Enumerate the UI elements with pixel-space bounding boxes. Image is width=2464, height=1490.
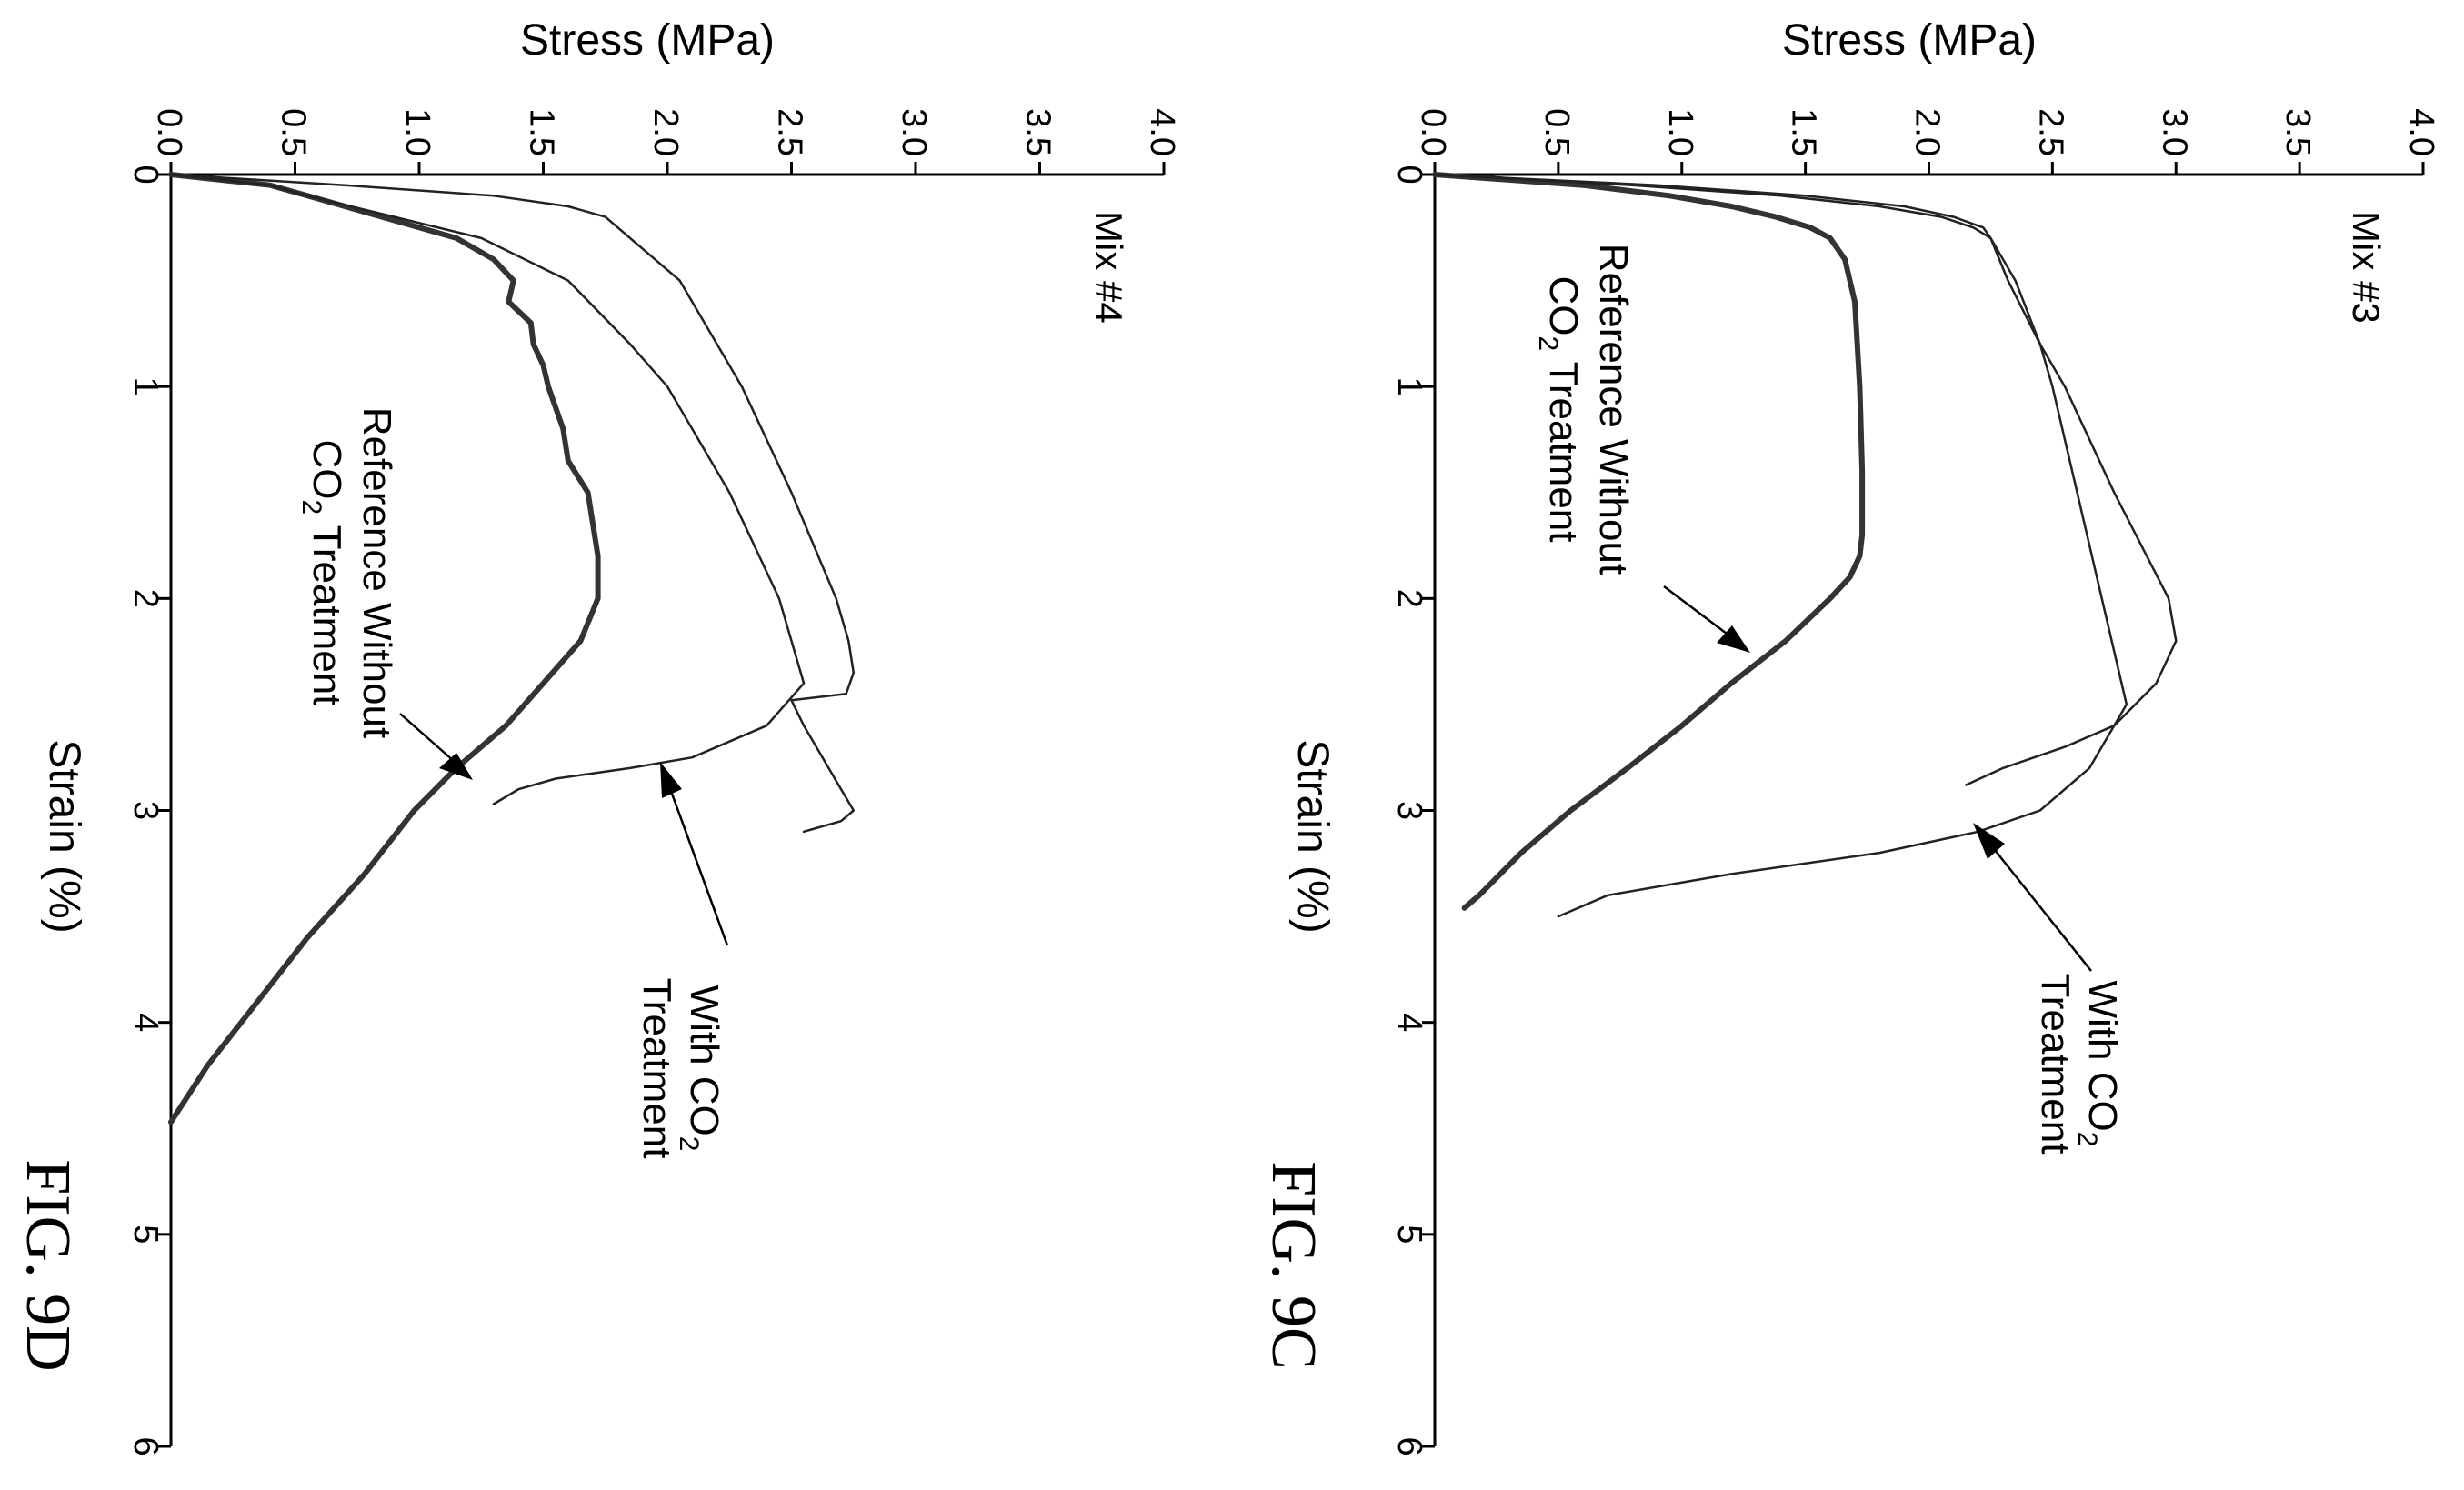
annotation-line: With CO2 <box>674 985 726 1152</box>
chart-fig-9c: Stress (MPa) 0.0 0.5 1.0 1.5 2.0 2.5 3.0 3.5 4.0… <box>1258 16 2440 1456</box>
y-tick-label: 0.0 <box>1414 108 1452 156</box>
x-tick-label: 4 <box>126 1013 165 1032</box>
annotation-line: Treatment <box>635 978 679 1159</box>
x-tick-label: 5 <box>126 1225 165 1244</box>
y-tick-labels: 0.0 0.5 1.0 1.5 2.0 2.5 3.0 3.5 4.0 <box>150 108 1181 156</box>
chart-fig-9d: Stress (MPa) 0.0 0.5 1.0 1.5 2.0 2.5 3.0 3.5 4.0… <box>13 16 1181 1456</box>
annotation-line: Treatment <box>2033 974 2078 1155</box>
y-tick-label: 4.0 <box>2402 108 2440 156</box>
series-line-reference <box>1432 172 1866 911</box>
x-tick-label: 2 <box>126 589 165 608</box>
y-tick-label: 4.0 <box>1143 108 1181 156</box>
x-tick-label: 6 <box>1390 1436 1428 1455</box>
series-line-reference <box>168 172 601 1125</box>
series-lines <box>168 172 856 1125</box>
y-axis-title: Stress (MPa) <box>1782 16 2037 65</box>
figure-caption: FIG. 9C <box>1258 1161 1328 1369</box>
x-tick-label: 4 <box>1390 1013 1428 1032</box>
y-axis-title: Stress (MPa) <box>520 16 775 65</box>
x-tick-label: 0 <box>1390 165 1428 184</box>
mix-label: Mix #4 <box>1087 211 1130 324</box>
y-tick-label: 1.0 <box>1661 108 1699 156</box>
series-line-with-co2 <box>169 173 806 805</box>
series-line-with-co2 <box>169 173 856 834</box>
x-tick-label: 5 <box>1390 1225 1428 1244</box>
annotation-line: CO2 Treatment <box>1533 275 1586 542</box>
axes <box>158 162 1166 1448</box>
x-tick-label: 6 <box>126 1436 165 1455</box>
series-line-with-co2 <box>1433 173 2178 786</box>
figure-caption: FIG. 9D <box>13 1159 83 1371</box>
x-axis-title: Strain (%) <box>1288 739 1337 933</box>
x-tick-label: 3 <box>1390 801 1428 820</box>
x-tick-label: 2 <box>1390 589 1428 608</box>
annotation-arrow-reference <box>1663 585 1750 653</box>
annotation-line: CO2 Treatment <box>296 439 349 705</box>
y-tick-label: 0.5 <box>275 108 313 156</box>
y-tick-label: 2.5 <box>771 108 809 156</box>
y-tick-label: 0.5 <box>1537 108 1576 156</box>
annotation-arrow-co2 <box>1973 823 2092 972</box>
y-tick-label: 1.5 <box>1785 108 1823 156</box>
series-lines <box>1432 172 2178 918</box>
annotation-reference: Reference Without CO2 Treatment <box>1533 244 1636 575</box>
annotation-line: Reference Without <box>355 407 399 738</box>
series-line-with-co2 <box>1433 173 2128 918</box>
annotation-line: With CO2 <box>2072 981 2125 1147</box>
annotation-arrow-co2 <box>660 762 729 946</box>
y-tick-labels: 0.0 0.5 1.0 1.5 2.0 2.5 3.0 3.5 4.0 <box>1414 108 2440 156</box>
annotation-with-co2: With CO2 Treatment <box>635 978 726 1159</box>
y-tick-label: 3.5 <box>2279 108 2317 156</box>
x-tick-label: 1 <box>1390 377 1428 396</box>
annotation-with-co2: With CO2 Treatment <box>2033 974 2125 1155</box>
annotation-reference: Reference Without CO2 Treatment <box>296 407 399 738</box>
x-tick-label: 0 <box>126 165 165 184</box>
x-tick-labels: 0 1 2 3 4 5 6 <box>126 165 165 1455</box>
x-tick-label: 1 <box>126 377 165 396</box>
mix-label: Mix #3 <box>2345 211 2388 324</box>
x-tick-labels: 0 1 2 3 4 5 6 <box>1390 165 1428 1455</box>
y-tick-label: 2.5 <box>2031 108 2069 156</box>
annotation-arrow-reference <box>399 713 473 780</box>
x-axis-title: Strain (%) <box>40 739 88 933</box>
annotation-line: Reference Without <box>1591 244 1636 575</box>
y-tick-label: 0.0 <box>150 108 188 156</box>
y-tick-label: 2.0 <box>1908 108 1947 156</box>
y-tick-label: 1.0 <box>398 108 436 156</box>
y-tick-label: 3.0 <box>2155 108 2193 156</box>
x-tick-label: 3 <box>126 801 165 820</box>
y-tick-label: 3.0 <box>895 108 933 156</box>
axes <box>1422 162 2425 1448</box>
y-tick-label: 1.5 <box>523 108 561 156</box>
y-tick-label: 3.5 <box>1019 108 1057 156</box>
y-tick-label: 2.0 <box>646 108 685 156</box>
